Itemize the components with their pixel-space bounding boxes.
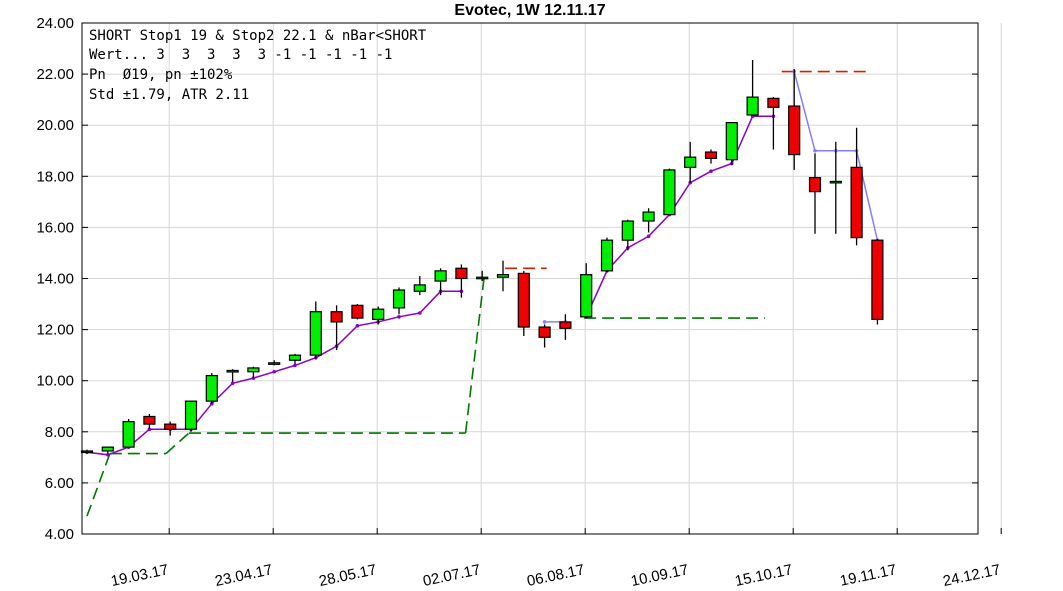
- trail-long-point: [251, 376, 256, 380]
- candle-body-down: [767, 97, 780, 108]
- candle-body-up: [309, 311, 322, 356]
- candle-body-down: [538, 326, 551, 338]
- trail-long-point: [709, 169, 713, 173]
- candle-body-up: [434, 270, 447, 282]
- trail-long-point: [355, 323, 360, 328]
- trail-long-point: [646, 234, 651, 239]
- candle-body-down: [704, 151, 718, 160]
- candle-body-up: [268, 362, 281, 365]
- x-tick-label: 10.09.17: [629, 561, 690, 590]
- candle-body-up: [476, 276, 489, 280]
- candle-body-up: [621, 220, 634, 241]
- candle-body-up: [247, 367, 260, 373]
- candle-body-up: [413, 284, 426, 292]
- y-tick-label: 8.00: [45, 424, 74, 441]
- y-tick-label: 12.00: [36, 322, 74, 339]
- candle-body-up: [746, 96, 759, 116]
- annotation-box: SHORT Stop1 19 & Stop2 22.1 & nBar<SHORT…: [89, 28, 427, 103]
- candle-body-up: [496, 274, 510, 278]
- x-tick-label: 06.08.17: [525, 561, 586, 590]
- candle-body-down: [788, 105, 801, 156]
- trail-long-point: [106, 452, 110, 457]
- y-tick-label: 20.00: [36, 117, 74, 134]
- x-tick-label: 15.10.17: [733, 561, 794, 590]
- candle-body-up: [288, 354, 302, 361]
- candle-body-down: [164, 423, 177, 430]
- y-tick-label: 18.00: [36, 168, 74, 185]
- y-tick-label: 24.00: [36, 15, 74, 32]
- x-tick-label: 23.04.17: [213, 561, 274, 590]
- annotation-line-3: Pn Ø19, pn ±102%: [89, 67, 233, 83]
- candle-body-down: [850, 166, 863, 239]
- trail-long-point: [272, 369, 277, 374]
- y-axis: 4.00 6.00 8.00 10.00 12.00 14.00 16.00 18.00 20.…: [36, 15, 978, 543]
- x-tick-label: 19.11.17: [838, 561, 898, 590]
- candle-body-down: [517, 272, 530, 328]
- candle-body-up: [122, 420, 135, 448]
- candle-body-down: [330, 311, 343, 323]
- trail-long-point: [397, 315, 401, 319]
- stop-line-long: [464, 275, 486, 434]
- annotation-line-2: Wert... 3 3 3 3 3 -1 -1 -1 -1 -1: [89, 47, 392, 63]
- y-tick-label: 22.00: [36, 66, 74, 83]
- candle-body-up: [392, 289, 406, 309]
- grid: [82, 23, 1002, 534]
- trail-long-point: [230, 381, 235, 386]
- stop-lines: [86, 70, 870, 517]
- trail-long-point: [418, 311, 422, 315]
- stop-line-long: [165, 432, 190, 455]
- candle-body-down: [559, 321, 572, 329]
- chart-title: Evotec, 1W 12.11.17: [454, 2, 605, 19]
- candle-body-up: [226, 369, 239, 373]
- annotation-line-4: Std ±1.79, ATR 2.11: [89, 87, 249, 103]
- trail-long-point: [293, 363, 297, 368]
- x-tick-label: 02.07.17: [421, 561, 482, 590]
- x-axis: 19.03.17 23.04.17 28.05.17 02.07.17 06.08.17…: [109, 528, 1002, 590]
- candle-body-down: [351, 304, 364, 319]
- y-tick-label: 4.00: [45, 526, 74, 543]
- candle-body-up: [600, 239, 614, 272]
- candles: [80, 60, 884, 454]
- candle-body-down: [808, 176, 822, 193]
- candle-body-down: [80, 450, 94, 454]
- trail-short-point: [542, 320, 547, 324]
- x-tick-label: 24.12.17: [941, 561, 1002, 590]
- y-tick-label: 6.00: [45, 475, 74, 492]
- candle-body-up: [684, 156, 697, 168]
- candle-body-up: [184, 400, 198, 430]
- candle-body-up: [101, 446, 114, 452]
- candle-body-up: [642, 211, 655, 222]
- stop-line-long: [86, 453, 111, 517]
- candle-body-down: [871, 239, 884, 320]
- annotation-line-1: SHORT Stop1 19 & Stop2 22.1 & nBar<SHORT: [89, 28, 427, 44]
- candle-body-up: [663, 169, 676, 216]
- candle-body-up: [829, 180, 842, 184]
- trail-short-point: [813, 148, 817, 153]
- candle-body-up: [725, 122, 738, 161]
- candle-body-up: [372, 308, 385, 320]
- y-tick-label: 14.00: [36, 271, 74, 288]
- x-tick-label: 19.03.17: [109, 561, 170, 590]
- candle-body-up: [205, 374, 218, 402]
- candle-body-down: [143, 415, 156, 425]
- trail-long: [585, 115, 774, 318]
- x-tick-label: 28.05.17: [317, 561, 378, 590]
- candle-body-down: [455, 267, 468, 280]
- candle-body-up: [580, 274, 593, 318]
- y-tick-label: 16.00: [36, 219, 74, 236]
- y-tick-label: 10.00: [36, 373, 74, 390]
